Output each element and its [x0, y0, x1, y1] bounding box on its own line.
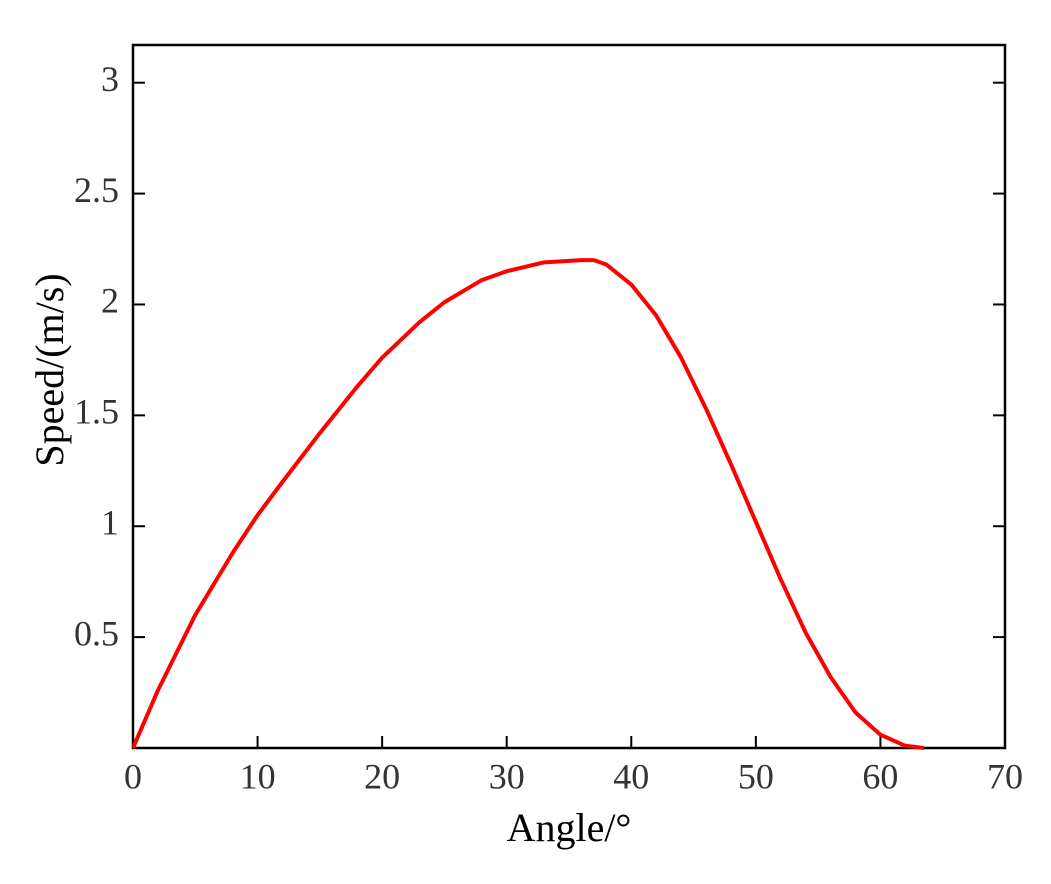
y-tick-label: 2.5	[74, 170, 119, 210]
x-tick-label: 50	[738, 756, 774, 796]
x-tick-label: 60	[862, 756, 898, 796]
x-axis-label: Angle/°	[507, 805, 632, 850]
y-tick-label: 2	[101, 281, 119, 321]
y-tick-label: 1.5	[74, 392, 119, 432]
x-tick-label: 10	[240, 756, 276, 796]
data-line	[131, 258, 925, 750]
x-tick-label: 0	[124, 756, 142, 796]
y-axis-label: Speed/(m/s)	[27, 273, 72, 466]
y-tick-label: 0.5	[74, 613, 119, 653]
x-tick-label: 30	[489, 756, 525, 796]
x-tick-label: 20	[364, 756, 400, 796]
y-tick-label: 3	[101, 59, 119, 99]
y-tick-label: 1	[101, 502, 119, 542]
x-tick-label: 70	[987, 756, 1023, 796]
plot-frame	[131, 43, 1007, 750]
x-tick-label: 40	[613, 756, 649, 796]
